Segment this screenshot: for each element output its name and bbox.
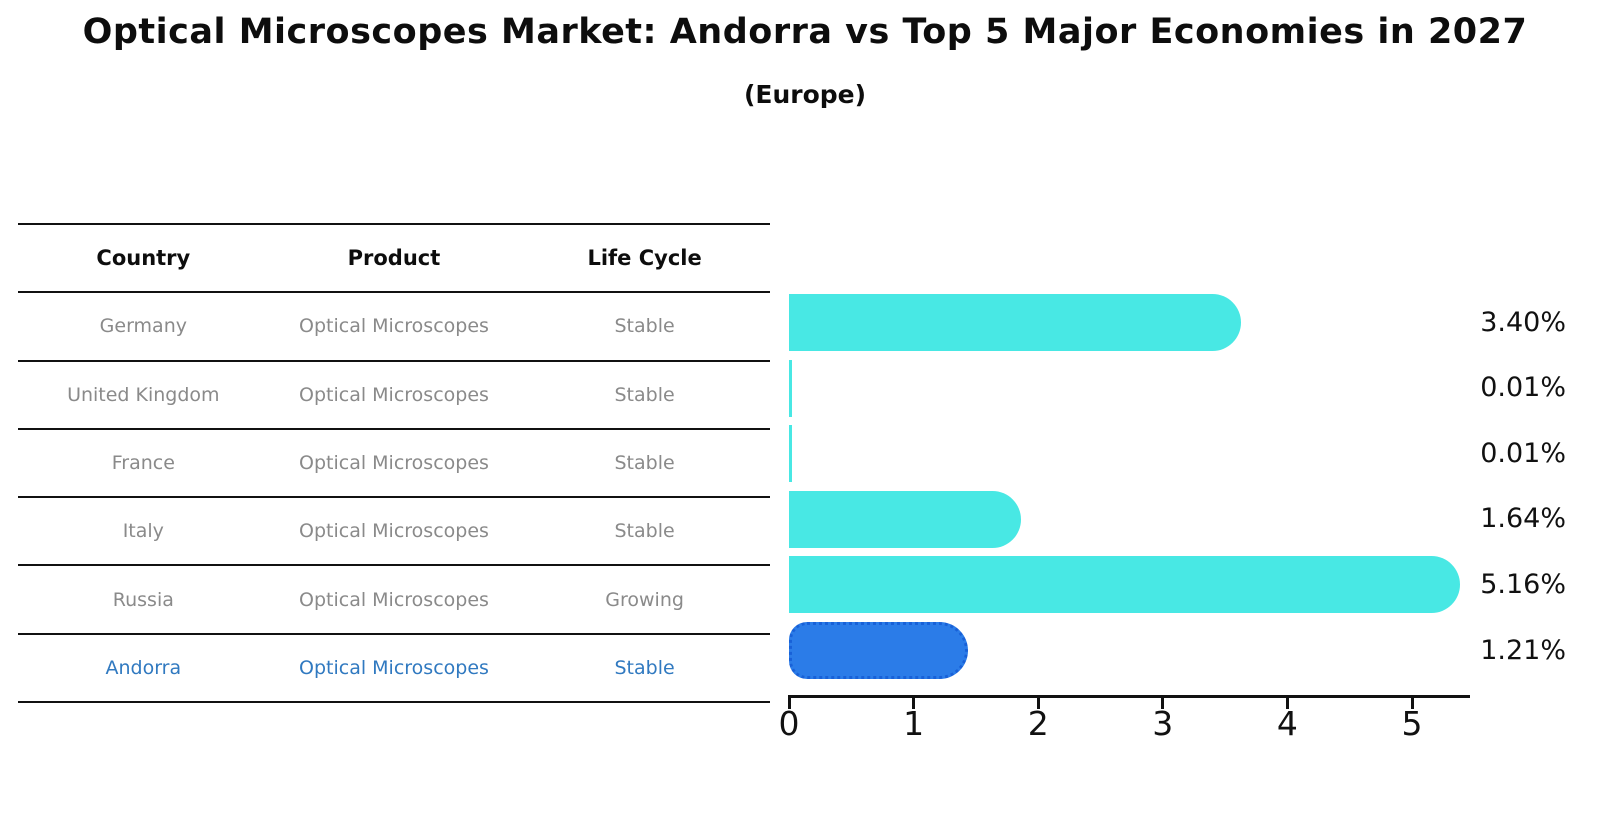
cell-product: Optical Microscopes — [299, 588, 489, 611]
header-cell-life-cycle: Life Cycle — [587, 246, 702, 271]
x-axis-tick — [912, 695, 916, 709]
table-row: Italy Optical Microscopes Stable — [18, 496, 770, 564]
bar — [789, 491, 1022, 548]
bar-value-label: 3.40% — [1480, 307, 1566, 338]
x-axis-tick-label: 2 — [1027, 704, 1049, 743]
cell-product: Optical Microscopes — [299, 383, 489, 406]
bar-value-label: 1.64% — [1480, 503, 1566, 534]
cell-product: Optical Microscopes — [299, 520, 489, 543]
cell-country: Germany — [99, 315, 187, 338]
table-row: United Kingdom Optical Microscopes Stabl… — [18, 359, 770, 428]
cell-life-cycle: Stable — [614, 656, 675, 679]
bar — [789, 425, 792, 482]
x-axis-tick-label: 0 — [778, 704, 800, 743]
cell-product: Optical Microscopes — [299, 315, 489, 338]
bar-value-label: 1.21% — [1480, 635, 1566, 666]
bar — [789, 360, 792, 417]
x-axis-tick-label: 1 — [903, 704, 925, 743]
cell-life-cycle: Stable — [614, 452, 675, 475]
cell-country: United Kingdom — [67, 383, 220, 406]
cell-country: Italy — [122, 520, 164, 543]
x-axis-tick-label: 3 — [1152, 704, 1174, 743]
x-axis-tick — [787, 695, 791, 709]
data-table: Country Product Life Cycle Germany Optic… — [18, 223, 770, 704]
table-row: Russia Optical Microscopes Growing — [18, 564, 770, 632]
bar-value-label: 0.01% — [1480, 438, 1566, 469]
bar-highlight-andorra — [789, 622, 968, 679]
x-axis-tick-label: 5 — [1401, 704, 1423, 743]
cell-product: Optical Microscopes — [299, 452, 489, 475]
table-row: Germany Optical Microscopes Stable — [18, 291, 770, 359]
x-axis-tick-label: 4 — [1276, 704, 1298, 743]
bar-value-label: 5.16% — [1480, 569, 1566, 600]
table-row: Andorra Optical Microscopes Stable — [18, 632, 770, 704]
cell-life-cycle: Growing — [605, 588, 684, 611]
bar-value-label: 0.01% — [1480, 372, 1566, 403]
cell-country: Russia — [112, 588, 174, 611]
x-axis-tick — [1285, 695, 1289, 709]
cell-life-cycle: Stable — [614, 383, 675, 406]
page-title: Optical Microscopes Market: Andorra vs T… — [82, 12, 1528, 52]
header-cell-product: Product — [347, 246, 441, 271]
bar — [789, 294, 1241, 351]
cell-product: Optical Microscopes — [299, 656, 489, 679]
bar — [789, 556, 1460, 613]
x-axis-tick — [1410, 695, 1414, 709]
table-row: France Optical Microscopes Stable — [18, 427, 770, 496]
cell-life-cycle: Stable — [614, 520, 675, 543]
table-header-row: Country Product Life Cycle — [18, 223, 770, 291]
cell-country: France — [111, 452, 175, 475]
x-axis-line — [788, 695, 1470, 698]
x-axis-tick — [1161, 695, 1165, 709]
page-subtitle: (Europe) — [743, 80, 867, 109]
header-cell-country: Country — [96, 246, 191, 271]
cell-country: Andorra — [105, 656, 182, 679]
x-axis-tick — [1036, 695, 1040, 709]
cell-life-cycle: Stable — [614, 315, 675, 338]
